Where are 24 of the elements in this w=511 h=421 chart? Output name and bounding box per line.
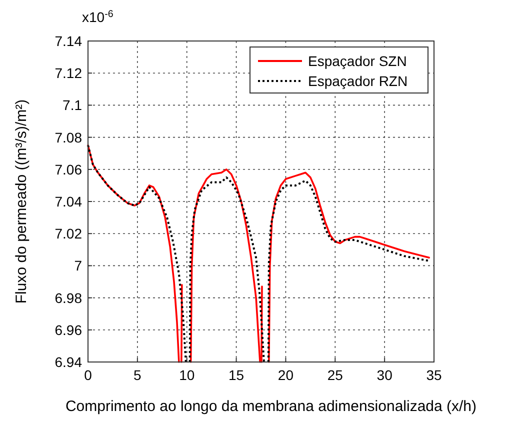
- y-tick-label: 7.04: [54, 194, 82, 210]
- x-tick-label: 15: [228, 367, 244, 383]
- x-tick-label: 30: [376, 367, 393, 383]
- legend-label: Espaçador SZN: [308, 53, 407, 69]
- y-tick-label: 6.94: [54, 354, 82, 370]
- y-tick-label: 6.96: [54, 322, 82, 338]
- y-tick-label: 7.08: [54, 129, 82, 146]
- x-tick-label: 25: [327, 367, 344, 383]
- y-tick-label: 7.06: [54, 161, 82, 178]
- x-tick-label: 0: [84, 367, 92, 383]
- x-tick-label: 20: [278, 367, 294, 383]
- x-tick-label: 35: [426, 367, 442, 383]
- x-tick-label: 10: [179, 367, 195, 383]
- y-tick-label: 7: [74, 258, 82, 274]
- y-tick-label: 7.1: [62, 97, 82, 114]
- x-tick-label: 5: [134, 367, 142, 383]
- x-axis-title: Comprimento ao longo da membrana adimensionalizada (x/h): [65, 398, 477, 415]
- y-axis-title: Fluxo do permeado ((m³/s)/m²): [13, 99, 30, 304]
- y-tick-label: 7.12: [54, 65, 82, 82]
- y-tick-label: 6.98: [54, 290, 82, 306]
- legend-label: Espaçador RZN: [308, 73, 408, 89]
- y-tick-label: 7.02: [54, 226, 82, 242]
- y-tick-label: 7.14: [54, 33, 82, 49]
- text: x10$^{-6}$: [82, 8, 114, 25]
